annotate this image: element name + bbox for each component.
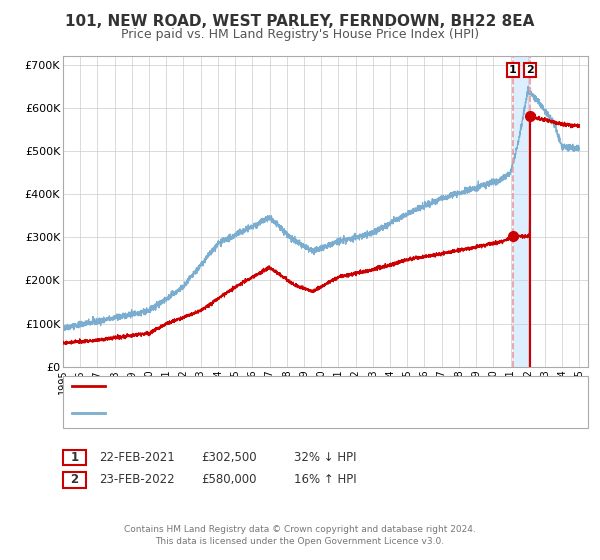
Text: Price paid vs. HM Land Registry's House Price Index (HPI): Price paid vs. HM Land Registry's House … <box>121 28 479 41</box>
Bar <box>513 56 530 367</box>
Text: 1: 1 <box>70 451 79 464</box>
Text: 16% ↑ HPI: 16% ↑ HPI <box>294 473 356 487</box>
Text: 23-FEB-2022: 23-FEB-2022 <box>99 473 175 487</box>
Text: This data is licensed under the Open Government Licence v3.0.: This data is licensed under the Open Gov… <box>155 537 445 546</box>
Text: HPI: Average price, detached house, Dorset: HPI: Average price, detached house, Dors… <box>111 408 338 418</box>
Text: £302,500: £302,500 <box>201 451 257 464</box>
Text: 2: 2 <box>526 65 534 75</box>
Text: Contains HM Land Registry data © Crown copyright and database right 2024.: Contains HM Land Registry data © Crown c… <box>124 525 476 534</box>
Text: 32% ↓ HPI: 32% ↓ HPI <box>294 451 356 464</box>
Text: 2: 2 <box>70 473 79 487</box>
Text: £580,000: £580,000 <box>201 473 257 487</box>
Bar <box>530 56 588 367</box>
Text: 22-FEB-2021: 22-FEB-2021 <box>99 451 175 464</box>
Text: 1: 1 <box>509 65 517 75</box>
Text: 101, NEW ROAD, WEST PARLEY, FERNDOWN, BH22 8EA: 101, NEW ROAD, WEST PARLEY, FERNDOWN, BH… <box>65 14 535 29</box>
Text: 101, NEW ROAD, WEST PARLEY, FERNDOWN, BH22 8EA (detached house): 101, NEW ROAD, WEST PARLEY, FERNDOWN, BH… <box>111 381 494 391</box>
